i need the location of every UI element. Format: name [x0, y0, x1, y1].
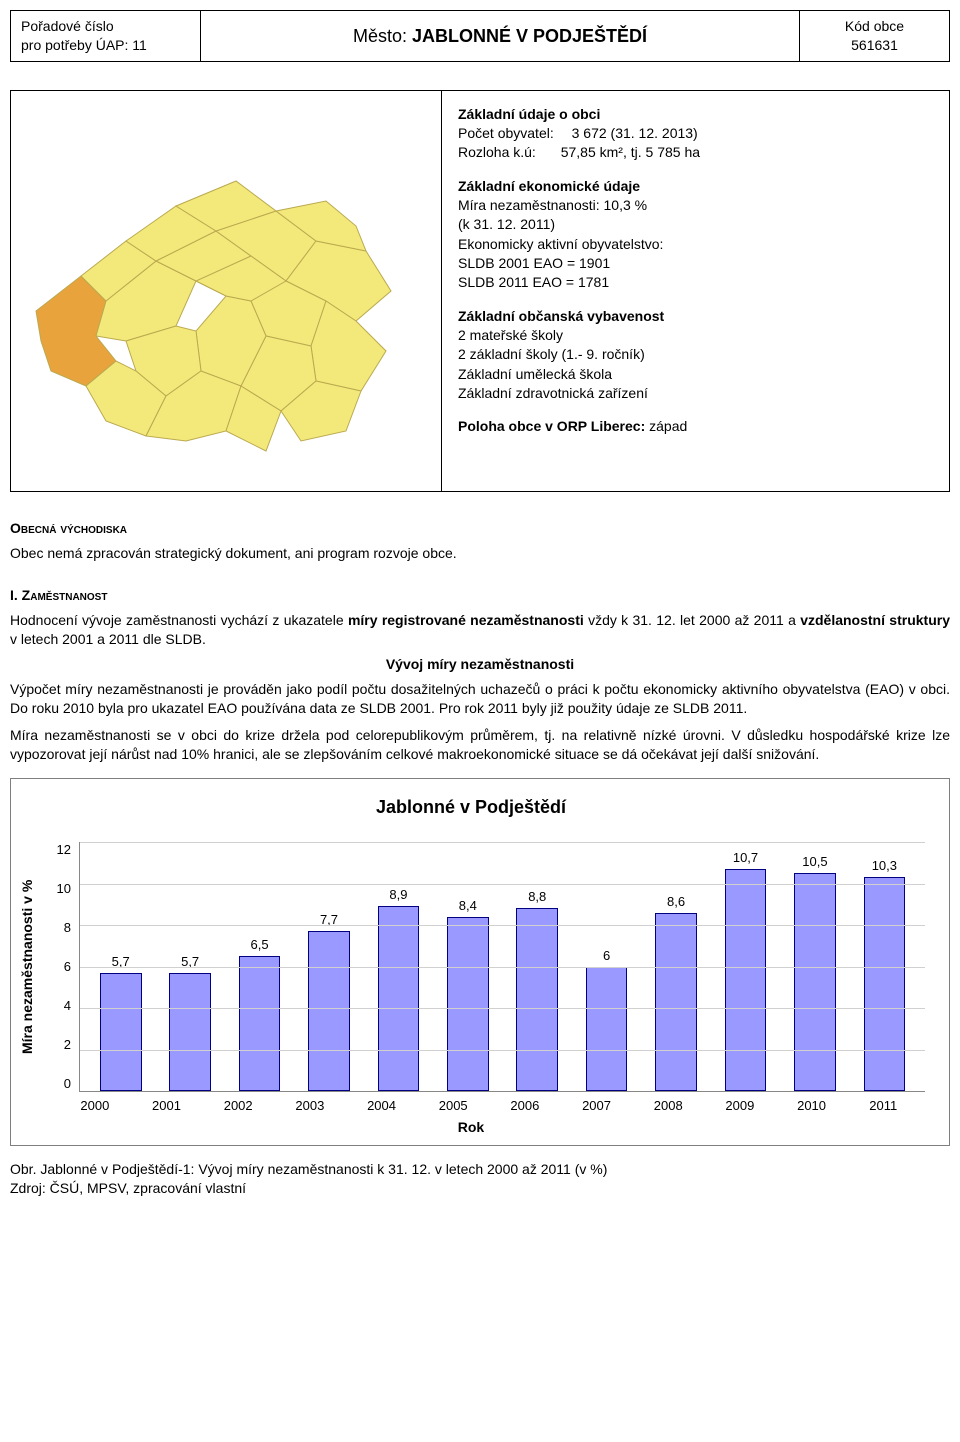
map-svg [26, 101, 426, 481]
section-2-p1: Hodnocení vývoje zaměstnanosti vychází z… [10, 611, 950, 649]
caption-line2: Zdroj: ČSÚ, MPSV, zpracování vlastní [10, 1180, 246, 1196]
chart-xlabel: Rok [17, 1119, 925, 1135]
info-b1-l1: Počet obyvatel: 3 672 (31. 12. 2013) [458, 125, 698, 141]
chart-gridline [80, 925, 925, 926]
chart-xtick: 2003 [274, 1098, 346, 1113]
chart-ytick: 2 [64, 1037, 71, 1052]
header-left-line1: Pořadové číslo [21, 17, 190, 36]
section-2-p3: Míra nezaměstnanosti se v obci do krize … [10, 726, 950, 764]
chart-xtick: 2004 [346, 1098, 418, 1113]
chart-bar [239, 956, 281, 1091]
chart-gridline [80, 967, 925, 968]
chart-xtick: 2000 [59, 1098, 131, 1113]
chart-ytick: 8 [64, 920, 71, 935]
chart-bar [794, 873, 836, 1091]
chart-bar [655, 913, 697, 1091]
chart-bar [308, 931, 350, 1091]
info-b2-l5: SLDB 2011 EAO = 1781 [458, 274, 609, 290]
chart-ytick: 0 [64, 1076, 71, 1091]
chart-xtick: 2008 [632, 1098, 704, 1113]
figure-caption: Obr. Jablonné v Podještědí-1: Vývoj míry… [10, 1160, 950, 1198]
header-mid-name: JABLONNÉ V PODJEŠTĚDÍ [412, 26, 647, 46]
chart-bar [100, 973, 142, 1091]
info-b2-l3: Ekonomicky aktivní obyvatelstvo: [458, 236, 663, 252]
info-b3-l1: 2 mateřské školy [458, 327, 563, 343]
chart-bar [378, 906, 420, 1091]
chart-bar-value: 6 [603, 948, 610, 963]
info-b3-l4: Základní zdravotnická zařízení [458, 385, 648, 401]
header-right: Kód obce 561631 [800, 10, 950, 62]
header-left-line2: pro potřeby ÚAP: 11 [21, 36, 190, 55]
info-b4-val: západ [649, 418, 687, 434]
chart-xticks: 2000200120022003200420052006200720082009… [53, 1092, 925, 1113]
chart-ytick: 10 [57, 881, 71, 896]
chart-xtick: 2001 [131, 1098, 203, 1113]
chart-xtick: 2011 [847, 1098, 919, 1113]
info-text: Základní údaje o obci Počet obyvatel: 3 … [441, 91, 949, 491]
header-mid-prefix: Město: [353, 26, 412, 46]
chart-bar-value: 8,4 [459, 898, 477, 913]
chart-frame: Jablonné v Podještědí Míra nezaměstnanos… [10, 778, 950, 1146]
info-b2-l2: (k 31. 12. 2011) [458, 216, 555, 232]
chart-bar [725, 869, 767, 1091]
chart-bar-value: 10,7 [733, 850, 758, 865]
info-b4-lead: Poloha obce v ORP Liberec: [458, 418, 649, 434]
chart-bar-value: 10,3 [872, 858, 897, 873]
chart-bar-value: 10,5 [802, 854, 827, 869]
chart-yticks: 12 10 8 6 4 2 0 [43, 842, 71, 1092]
chart-gridline [80, 884, 925, 885]
chart-ytick: 4 [64, 998, 71, 1013]
chart-ytick: 6 [64, 959, 71, 974]
section-1-body: Obec nemá zpracován strategický dokument… [10, 544, 950, 563]
header-right-line1: Kód obce [810, 17, 939, 36]
map-cell [11, 91, 441, 491]
chart-xtick: 2005 [417, 1098, 489, 1113]
chart-title: Jablonné v Podještědí [17, 797, 925, 818]
chart-bar [516, 908, 558, 1091]
chart-bar-value: 6,5 [251, 937, 269, 952]
chart-xtick: 2010 [776, 1098, 848, 1113]
caption-line1: Obr. Jablonné v Podještědí-1: Vývoj míry… [10, 1161, 607, 1177]
chart-bar-value: 8,6 [667, 894, 685, 909]
chart-area: Míra nezaměstnanosti v % 121086420 5,75,… [17, 842, 925, 1092]
info-b3-l3: Základní umělecká škola [458, 366, 612, 382]
chart-xtick: 2007 [561, 1098, 633, 1113]
section-2-title: I. Zaměstnanost [10, 587, 950, 603]
info-b1-title: Základní údaje o obci [458, 106, 600, 122]
page: Pořadové číslo pro potřeby ÚAP: 11 Město… [10, 10, 950, 1198]
section-2-subtitle: Vývoj míry nezaměstnanosti [10, 656, 950, 672]
chart-bar [447, 917, 489, 1091]
chart-xtick: 2009 [704, 1098, 776, 1113]
chart-gridline [80, 842, 925, 843]
info-b3-title: Základní občanská vybavenost [458, 308, 664, 324]
chart-ylabel: Míra nezaměstnanosti v % [17, 842, 35, 1092]
header-left: Pořadové číslo pro potřeby ÚAP: 11 [10, 10, 200, 62]
header-row: Pořadové číslo pro potřeby ÚAP: 11 Město… [10, 10, 950, 62]
chart-xtick: 2002 [202, 1098, 274, 1113]
info-b2-l1: Míra nezaměstnanosti: 10,3 % [458, 197, 647, 213]
chart-plot: 5,75,76,57,78,98,48,868,610,710,510,3 [79, 842, 925, 1092]
header-right-line2: 561631 [810, 36, 939, 55]
section-2-p2: Výpočet míry nezaměstnanosti je prováděn… [10, 680, 950, 718]
chart-bar [169, 973, 211, 1091]
chart-bar [864, 877, 906, 1091]
chart-gridline [80, 1008, 925, 1009]
chart-xtick: 2006 [489, 1098, 561, 1113]
info-b2-l4: SLDB 2001 EAO = 1901 [458, 255, 610, 271]
info-b3-l2: 2 základní školy (1.- 9. ročník) [458, 346, 645, 362]
chart-bar-value: 8,8 [528, 889, 546, 904]
info-b1-l2: Rozloha k.ú: 57,85 km², tj. 5 785 ha [458, 144, 700, 160]
info-b2-title: Základní ekonomické údaje [458, 178, 640, 194]
chart-gridline [80, 1050, 925, 1051]
info-panel: Základní údaje o obci Počet obyvatel: 3 … [10, 90, 950, 492]
section-1-title: Obecná východiska [10, 520, 950, 536]
chart-bar [586, 967, 628, 1092]
chart-ytick: 12 [57, 842, 71, 857]
chart-bar-value: 8,9 [389, 887, 407, 902]
header-title: Město: JABLONNÉ V PODJEŠTĚDÍ [200, 10, 800, 62]
